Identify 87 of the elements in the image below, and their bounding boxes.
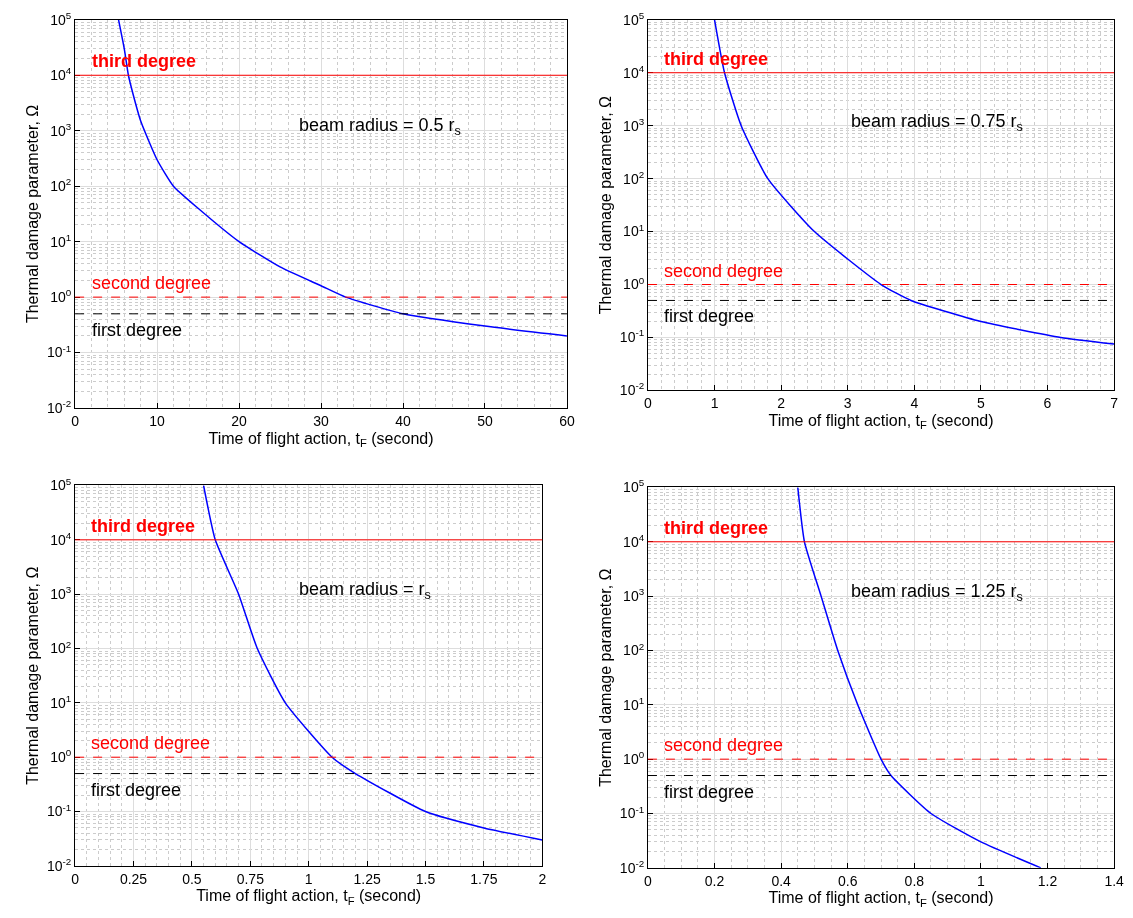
x-tick-label: 1 — [304, 870, 313, 887]
x-tick-label: 5 — [977, 395, 986, 412]
y-tick-label: 10$^{1}$ — [623, 694, 645, 713]
y-tick-label: 10$^{2}$ — [623, 640, 645, 659]
x-tick-label: 2 — [777, 395, 786, 412]
x-tick-label: 1.2 — [1037, 872, 1058, 889]
x-tick-label: 0 — [644, 395, 653, 412]
ref-line-label: second degree — [92, 273, 212, 293]
y-tick-label: 10$^{1}$ — [50, 231, 72, 250]
y-axis-title: Thermal damage parameter, Ω — [596, 95, 614, 315]
x-axis-title: Time of flight action, t$_{F}$ (second) — [768, 411, 994, 432]
x-tick-label: 7 — [1110, 395, 1119, 412]
ref-line-label: first degree — [664, 306, 755, 326]
x-tick-label: 4 — [910, 395, 919, 412]
y-tick-label: 10$^{3}$ — [50, 584, 72, 603]
x-tick-label: 6 — [1043, 395, 1052, 412]
y-axis-title: Thermal damage parameter, Ω — [23, 104, 41, 324]
y-axis-title: Thermal damage parameter, Ω — [23, 566, 41, 785]
y-tick-label: 10$^{0}$ — [623, 749, 645, 768]
y-tick-label: 10$^{4}$ — [623, 62, 645, 81]
y-tick-label: 10$^{5}$ — [623, 9, 645, 28]
y-tick-label: 10$^{-1}$ — [47, 801, 72, 820]
annotation: beam radius = 0.5 r$_{s}$ — [299, 115, 461, 138]
x-tick-label: 1.25 — [353, 870, 381, 887]
x-tick-label: 0.6 — [838, 872, 858, 889]
ref-line-label: third degree — [91, 516, 196, 536]
x-tick-label: 30 — [313, 412, 330, 429]
y-tick-label: 10$^{3}$ — [623, 115, 645, 134]
x-tick-label: 1.4 — [1104, 872, 1125, 889]
line-series — [797, 487, 1042, 868]
ref-line-label: second degree — [664, 735, 784, 755]
x-tick-label: 3 — [843, 395, 852, 412]
y-tick-label: 10$^{-1}$ — [619, 327, 645, 346]
y-tick-label: 10$^{0}$ — [50, 287, 72, 306]
annotation: beam radius = r$_{s}$ — [299, 579, 431, 602]
ref-line-label: second degree — [91, 733, 211, 753]
x-axis-title: Time of flight action, t$_{F}$ (second) — [768, 889, 994, 909]
ref-line-label: first degree — [92, 320, 183, 340]
x-tick-label: 0.8 — [904, 872, 925, 889]
x-tick-label: 40 — [395, 412, 412, 429]
x-tick-label: 0 — [71, 870, 80, 887]
y-tick-label: 10$^{4}$ — [623, 531, 645, 550]
x-tick-label: 0.25 — [119, 870, 148, 887]
y-tick-label: 10$^{-1}$ — [619, 803, 645, 822]
x-tick-label: 2 — [538, 870, 547, 887]
x-tick-label: 0 — [644, 872, 653, 889]
y-tick-label: 10$^{0}$ — [50, 747, 72, 766]
y-tick-label: 10$^{2}$ — [50, 176, 72, 195]
y-axis-title: Thermal damage parameter, Ω — [596, 568, 614, 787]
ref-line-label: second degree — [664, 261, 784, 281]
x-tick-label: 1 — [977, 872, 986, 889]
x-tick-label: 1.5 — [415, 870, 436, 887]
y-tick-label: 10$^{-2}$ — [619, 380, 645, 399]
y-tick-label: 10$^{5}$ — [50, 9, 72, 28]
y-tick-label: 10$^{-1}$ — [47, 342, 72, 361]
ref-line-label: first degree — [664, 782, 755, 802]
x-tick-label: 0.75 — [236, 870, 265, 887]
x-tick-label: 60 — [559, 412, 575, 429]
ref-line-label: first degree — [91, 780, 182, 800]
x-tick-label: 10 — [149, 412, 166, 429]
y-tick-label: 10$^{-2}$ — [47, 398, 72, 416]
x-tick-label: 0 — [71, 412, 80, 429]
y-tick-label: 10$^{3}$ — [623, 586, 645, 605]
y-tick-label: 10$^{-2}$ — [619, 857, 645, 876]
x-tick-label: 1.75 — [470, 870, 498, 887]
y-tick-label: 10$^{0}$ — [623, 274, 645, 293]
x-tick-label: 0.2 — [704, 872, 725, 889]
x-axis-title: Time of flight action, t$_{F}$ (second) — [208, 429, 434, 449]
y-tick-label: 10$^{4}$ — [50, 529, 72, 548]
x-tick-label: 1 — [710, 395, 719, 412]
annotation: beam radius = 1.25 r$_{s}$ — [851, 581, 1023, 604]
x-tick-label: 20 — [231, 412, 248, 429]
x-axis-title: Time of flight action, t$_{F}$ (second) — [196, 887, 422, 907]
annotation: beam radius = 0.75 r$_{s}$ — [851, 111, 1023, 134]
y-tick-label: 10$^{5}$ — [623, 477, 645, 496]
y-tick-label: 10$^{1}$ — [623, 221, 645, 240]
y-tick-label: 10$^{5}$ — [50, 475, 72, 494]
x-tick-label: 0.5 — [182, 870, 202, 887]
x-tick-label: 50 — [477, 412, 493, 429]
y-tick-label: 10$^{3}$ — [50, 120, 72, 139]
x-tick-label: 0.4 — [771, 872, 792, 889]
y-tick-label: 10$^{-2}$ — [47, 855, 72, 874]
y-tick-label: 10$^{1}$ — [50, 692, 72, 711]
y-tick-label: 10$^{2}$ — [50, 638, 72, 657]
ref-line-label: third degree — [664, 518, 769, 538]
y-tick-label: 10$^{4}$ — [50, 65, 72, 84]
y-tick-label: 10$^{2}$ — [623, 168, 645, 187]
